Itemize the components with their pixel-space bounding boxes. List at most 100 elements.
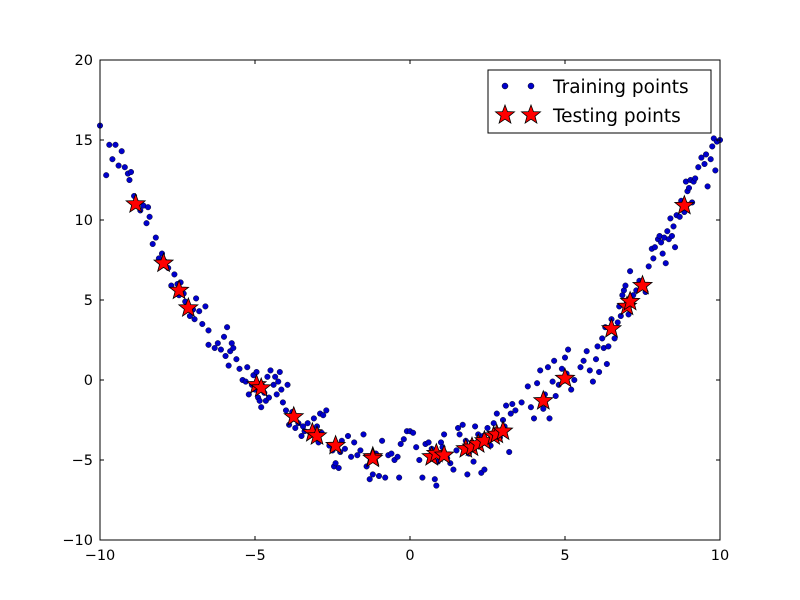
training-point	[205, 341, 212, 348]
legend-testing-markers	[494, 103, 542, 125]
training-point	[692, 175, 699, 182]
testing-point	[250, 376, 272, 398]
training-point	[659, 250, 666, 257]
training-point	[149, 240, 156, 247]
training-point	[534, 380, 541, 387]
training-point	[712, 167, 719, 174]
training-point	[540, 405, 547, 412]
training-point	[278, 386, 285, 393]
training-point	[222, 353, 229, 360]
training-point	[258, 404, 265, 411]
testing-point	[152, 252, 175, 273]
training-point	[366, 476, 373, 483]
training-point	[551, 357, 558, 364]
training-point	[332, 460, 339, 467]
training-point	[369, 471, 376, 478]
training-point	[416, 457, 423, 464]
training-point	[193, 295, 200, 302]
training-point	[348, 453, 355, 460]
legend: Training points Testing points	[487, 69, 712, 134]
training-point	[224, 324, 231, 331]
training-point	[121, 164, 128, 171]
training-point	[603, 361, 610, 368]
training-point	[668, 232, 675, 239]
testing-point	[362, 447, 384, 468]
testing-point	[306, 424, 328, 446]
training-point	[441, 431, 448, 438]
training-point	[220, 333, 227, 340]
training-point	[292, 425, 299, 432]
training-point	[196, 308, 203, 315]
testing-point	[600, 317, 623, 338]
legend-testing-label: Testing points	[552, 106, 681, 127]
legend-training-label: Training points	[552, 77, 689, 98]
training-point	[109, 156, 116, 163]
training-point	[256, 397, 263, 404]
training-point	[524, 383, 531, 390]
training-point	[145, 204, 152, 211]
training-point	[397, 441, 404, 448]
x-tick-label: 5	[560, 548, 569, 564]
plot-area	[100, 60, 720, 540]
training-point	[546, 415, 553, 422]
y-tick-label: 15	[75, 133, 93, 149]
testing-point	[177, 296, 199, 318]
testing-point	[492, 420, 514, 441]
training-point	[233, 356, 240, 363]
training-point	[425, 439, 432, 446]
training-point	[645, 263, 652, 270]
training-point	[413, 444, 420, 451]
training-point	[562, 354, 569, 361]
training-point	[481, 466, 488, 473]
training-point	[599, 335, 606, 342]
y-tick-label: −5	[72, 453, 93, 469]
training-point	[503, 402, 510, 409]
training-point	[276, 369, 283, 376]
training-point	[672, 244, 679, 251]
training-point	[376, 473, 383, 480]
training-point	[662, 260, 669, 267]
x-tick-label: −5	[244, 548, 265, 564]
training-point	[698, 154, 705, 161]
training-point	[199, 321, 206, 328]
training-point	[382, 474, 389, 481]
legend-training-marker	[527, 82, 535, 90]
training-point	[126, 176, 133, 183]
training-point	[217, 346, 224, 353]
training-point	[707, 156, 714, 163]
training-point	[453, 447, 460, 454]
training-point	[433, 482, 440, 489]
training-point	[651, 244, 658, 251]
training-point	[341, 445, 348, 452]
testing-point	[168, 279, 190, 300]
training-point	[622, 282, 629, 289]
training-point	[596, 369, 603, 376]
training-point	[394, 453, 401, 460]
training-point	[323, 407, 330, 414]
legend-training-marker	[501, 82, 509, 90]
training-point	[593, 356, 600, 363]
training-point	[493, 410, 500, 417]
training-point	[357, 447, 364, 454]
testing-point	[673, 194, 695, 215]
training-point	[589, 378, 596, 385]
training-point	[456, 431, 463, 438]
x-tick-label: 10	[711, 548, 729, 564]
training-point	[273, 391, 280, 398]
training-point	[431, 476, 438, 483]
testing-point	[532, 389, 554, 410]
training-point	[512, 407, 519, 414]
training-point	[506, 449, 513, 456]
training-point	[106, 141, 113, 148]
training-point	[191, 316, 198, 323]
tick-layer: −10 −5 0 5 10 −10 −5 0 5 10 15 20	[62, 53, 729, 564]
x-tick-label: −10	[85, 548, 116, 564]
training-point	[549, 378, 556, 385]
training-point	[205, 327, 212, 334]
training-point	[676, 213, 683, 220]
testing-point	[619, 290, 641, 311]
training-point	[396, 474, 403, 481]
training-point	[544, 364, 551, 371]
training-point	[583, 348, 590, 355]
